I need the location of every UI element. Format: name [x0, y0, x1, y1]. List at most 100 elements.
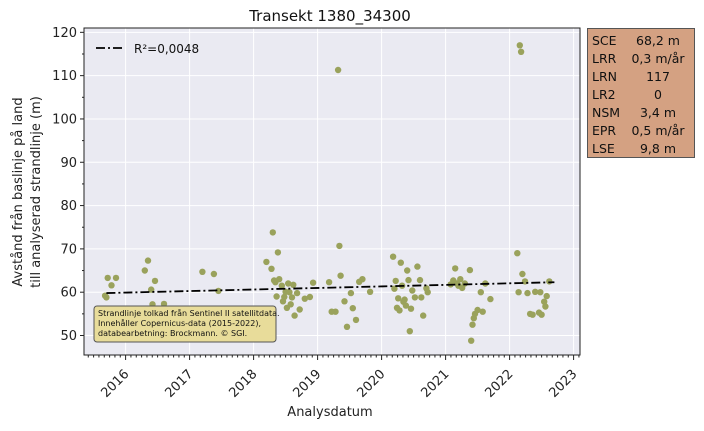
stats-row-nsm: NSM 3,4 m	[592, 104, 690, 122]
stats-key: NSM	[592, 105, 621, 120]
data-point	[108, 282, 115, 289]
stats-value: 117	[646, 69, 670, 84]
data-point	[516, 42, 523, 49]
stats-value: 68,2 m	[636, 33, 680, 48]
legend-label: R²=0,0048	[134, 42, 199, 56]
data-point	[457, 276, 464, 283]
data-point	[263, 258, 270, 266]
data-point	[309, 279, 317, 286]
y-axis: 50 60 70 80 90 100 110 120	[52, 26, 84, 344]
data-point	[366, 288, 374, 295]
data-point	[215, 287, 222, 295]
data-point	[291, 312, 298, 319]
x-tick-label: 2019	[290, 367, 324, 401]
grid-lines	[84, 28, 580, 355]
data-point	[160, 300, 168, 308]
data-point	[418, 294, 425, 301]
credit-box: Strandlinje tolkad från Sentinel II sate…	[93, 305, 280, 343]
stats-key: LSE	[592, 141, 615, 156]
credit-box-bg	[93, 305, 277, 343]
data-point	[414, 263, 421, 270]
y-axis-label-line1: Avstånd från baslinje på land	[11, 97, 26, 286]
data-point	[347, 289, 355, 297]
data-point	[487, 295, 494, 303]
data-point	[349, 305, 356, 312]
stats-value: 0	[654, 87, 662, 102]
x-tick-label: 2023	[546, 367, 580, 401]
statistics-box: SCE 68,2 m LRR 0,3 m/år LRN 117 LR2 0 NSM 3,4…	[587, 28, 695, 158]
data-point	[532, 288, 539, 295]
data-point	[112, 274, 120, 282]
data-point	[301, 295, 308, 302]
data-point	[402, 302, 410, 309]
data-point	[141, 267, 148, 274]
data-point	[306, 293, 314, 301]
x-tick-label: 2016	[98, 367, 132, 401]
stats-key: EPR	[592, 123, 617, 138]
stats-row-lrn: LRN 117	[592, 68, 690, 86]
data-point	[151, 277, 159, 285]
data-point	[325, 279, 333, 286]
stats-key: LRN	[592, 69, 617, 84]
data-point	[389, 253, 397, 260]
stats-row-epr: EPR 0,5 m/år	[592, 122, 690, 140]
stats-key: LRR	[592, 51, 617, 66]
x-tick-label: 2020	[354, 367, 388, 401]
x-tick-label: 2017	[162, 367, 196, 401]
y-tick-label: 90	[60, 156, 77, 171]
data-point	[452, 265, 459, 272]
plot-frame	[83, 27, 581, 356]
data-point	[541, 298, 548, 305]
x-axis-label: Analysdatum	[287, 405, 372, 420]
data-point	[290, 281, 297, 288]
data-point	[104, 274, 111, 282]
data-point	[542, 303, 549, 310]
data-point	[396, 307, 403, 314]
data-point	[268, 265, 275, 272]
y-tick-label: 120	[52, 26, 77, 41]
data-point	[285, 280, 292, 287]
data-point	[537, 289, 544, 296]
data-point	[395, 295, 402, 302]
data-point	[469, 321, 476, 328]
data-point	[144, 257, 152, 264]
data-point	[517, 48, 525, 55]
y-tick-label: 100	[52, 112, 77, 127]
stats-key: LR2	[592, 87, 616, 102]
y-tick-label: 50	[60, 329, 77, 344]
stats-row-lrr: LRR 0,3 m/år	[592, 50, 690, 68]
credit-line-1: Strandlinje tolkad från Sentinel II sate…	[98, 308, 280, 318]
data-point	[515, 289, 522, 296]
chart-title: Transekt 1380_34300	[248, 7, 411, 26]
x-tick-label: 2018	[226, 367, 260, 401]
data-point	[332, 308, 339, 315]
x-tick-label: 2021	[418, 367, 452, 401]
data-point	[273, 293, 280, 300]
data-point	[404, 267, 411, 274]
data-point	[336, 242, 343, 250]
credit-line-2: Innehåller Copernicus-data (2015-2022),	[98, 318, 261, 328]
x-axis: 2016 2017 2018 2019 2020 2021 2022 2023	[87, 355, 580, 401]
legend: R²=0,0048	[96, 42, 199, 56]
data-point	[479, 308, 486, 315]
data-point	[401, 296, 408, 303]
data-point	[529, 311, 536, 318]
data-point	[411, 294, 419, 301]
data-point	[416, 276, 424, 284]
data-point	[359, 276, 366, 283]
stats-row-lse: LSE 9,8 m	[592, 140, 690, 158]
data-point	[477, 289, 484, 296]
y-tick-label: 60	[60, 286, 77, 301]
y-tick-label: 80	[60, 199, 77, 214]
data-point	[474, 306, 481, 314]
data-point	[397, 259, 404, 266]
y-axis-label-line2: till analyserad strandlinje (m)	[29, 96, 44, 288]
data-point	[409, 287, 416, 294]
data-point	[392, 277, 399, 285]
stats-value: 0,3 m/år	[631, 51, 685, 66]
data-point	[286, 289, 293, 296]
data-point	[524, 289, 531, 297]
data-point	[468, 337, 475, 344]
data-point	[199, 268, 206, 275]
